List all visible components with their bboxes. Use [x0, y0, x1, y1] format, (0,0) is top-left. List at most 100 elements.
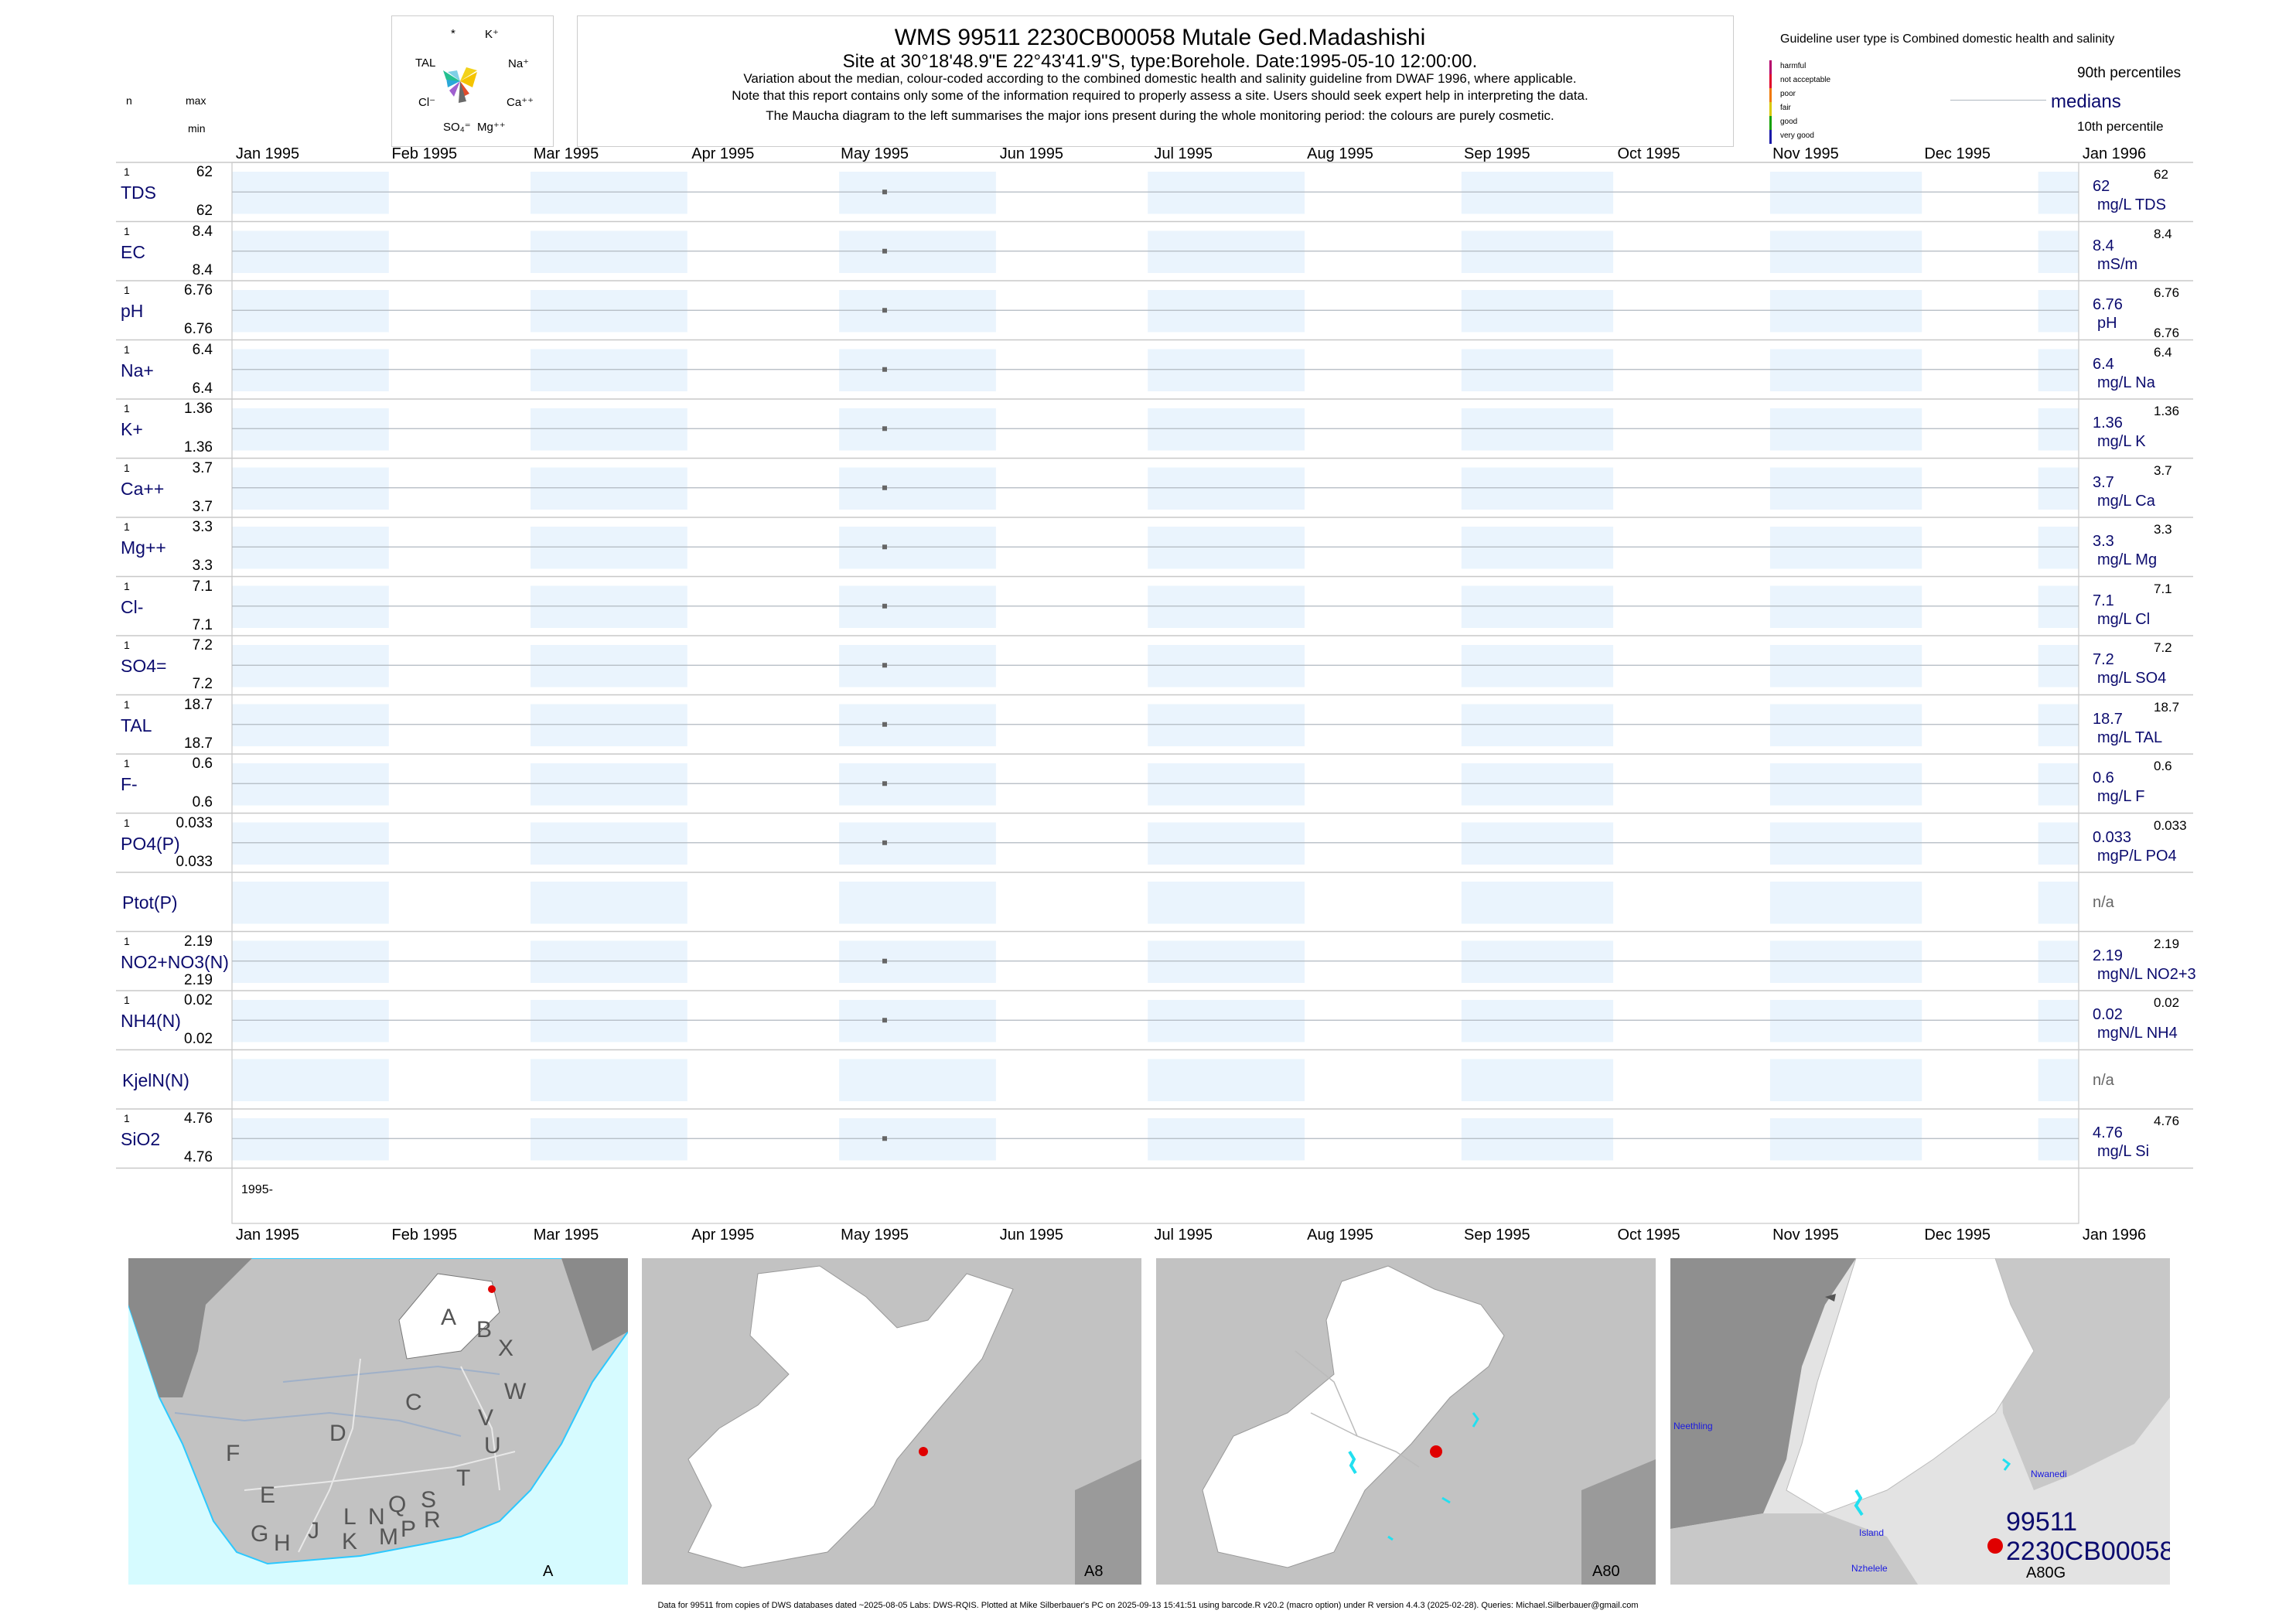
- row-min: 0.033: [176, 853, 213, 870]
- row-median: 1.36: [2093, 415, 2123, 432]
- month-band: [1769, 408, 1922, 451]
- month-band: [1769, 645, 1922, 687]
- month-band: [232, 349, 389, 391]
- month-band: [1461, 349, 1614, 391]
- month-band: [1769, 467, 1922, 510]
- row-p90: 1.36: [2154, 404, 2180, 418]
- row-min: 7.1: [192, 616, 213, 633]
- legend-medians: medians: [2051, 91, 2121, 112]
- maucha-cl: Cl⁻: [418, 96, 436, 109]
- row-unit: mgP/L PO4: [2097, 847, 2177, 865]
- region-V: V: [478, 1405, 494, 1431]
- month-band: [531, 763, 687, 806]
- month-label-top: Feb 1995: [391, 145, 458, 162]
- row-median: 6.76: [2093, 296, 2123, 313]
- row-max: 2.19: [184, 933, 213, 950]
- row-name: Mg++: [121, 537, 166, 558]
- month-label-bottom: Aug 1995: [1307, 1227, 1373, 1244]
- place-nzhelele: Nzhelele: [1851, 1563, 1888, 1574]
- row-unit: mg/L TDS: [2097, 196, 2166, 213]
- month-band: [531, 1059, 687, 1101]
- guideline-level-label: good: [1780, 118, 1798, 126]
- month-band: [531, 172, 687, 214]
- row-p90: 8.4: [2154, 226, 2172, 241]
- row-name: SO4=: [121, 656, 167, 676]
- row-max: 0.033: [176, 814, 213, 831]
- row-name: Cl-: [121, 596, 144, 617]
- place-island: Island: [1859, 1527, 1885, 1538]
- month-band: [1461, 1000, 1614, 1042]
- legend-p10: 10th percentile: [2077, 119, 2164, 134]
- month-band: [2038, 467, 2079, 510]
- region-U: U: [484, 1433, 501, 1459]
- month-band: [1461, 290, 1614, 333]
- month-label-top: May 1995: [841, 145, 909, 162]
- month-band: [1148, 467, 1305, 510]
- guideline-swatch-5: [1769, 130, 1772, 144]
- row-median: 62: [2093, 178, 2110, 195]
- row-name: Ptot(P): [122, 892, 178, 913]
- row-median: 3.3: [2093, 533, 2114, 550]
- maucha-mg: Mg⁺⁺: [477, 121, 506, 134]
- row-max: 62: [196, 164, 213, 180]
- map-label-A80: A80: [1592, 1563, 1620, 1580]
- month-band: [531, 585, 687, 628]
- month-band: [2038, 940, 2079, 983]
- month-label-top: Apr 1995: [691, 145, 755, 162]
- month-band: [531, 940, 687, 983]
- row-max: 7.2: [192, 637, 213, 653]
- row-n: 1: [124, 698, 130, 711]
- row-max: 18.7: [184, 696, 213, 713]
- month-band: [2038, 1059, 2079, 1101]
- region-J: J: [308, 1518, 319, 1544]
- month-band: [232, 704, 389, 746]
- note-1: Variation about the median, colour-coded…: [743, 71, 1577, 86]
- row-unit: mg/L Na: [2097, 374, 2155, 391]
- region-H: H: [274, 1530, 291, 1556]
- row-unit: mgN/L NH4: [2097, 1025, 2178, 1042]
- month-band: [531, 645, 687, 687]
- month-band: [1461, 882, 1614, 924]
- row-max: 3.3: [192, 519, 213, 535]
- month-band: [839, 882, 996, 924]
- row-unit: mg/L Cl: [2097, 610, 2151, 628]
- row-min: 8.4: [192, 261, 213, 278]
- month-label-bottom: Jan 1996: [2082, 1227, 2147, 1244]
- map-south-africa: A B X W C V U D T F E L N Q S R G H J K …: [128, 1258, 628, 1585]
- region-R: R: [424, 1507, 441, 1533]
- row-n: 1: [124, 461, 130, 474]
- sample-point: [882, 426, 887, 432]
- month-label-bottom: Feb 1995: [391, 1227, 458, 1244]
- month-band: [531, 527, 687, 569]
- row-name: Ca++: [121, 478, 165, 499]
- title-box: [577, 15, 1734, 147]
- month-band: [1148, 645, 1305, 687]
- month-band: [1461, 763, 1614, 806]
- month-band: [1769, 290, 1922, 333]
- sample-point: [882, 308, 887, 313]
- legend-n: n: [126, 94, 132, 107]
- sample-point: [882, 189, 887, 195]
- month-label-top: Jan 1995: [235, 145, 300, 162]
- row-n: 1: [124, 1112, 130, 1124]
- bottom-axis-year: 1995-: [241, 1183, 273, 1196]
- month-band: [2038, 527, 2079, 569]
- sample-point: [882, 1018, 887, 1023]
- month-band: [531, 882, 687, 924]
- region-M: M: [379, 1524, 398, 1550]
- month-label-top: Mar 1995: [533, 145, 599, 162]
- region-G: G: [251, 1521, 269, 1547]
- row-min: 18.7: [184, 735, 213, 752]
- row-median: 0.6: [2093, 769, 2114, 786]
- month-band: [1148, 763, 1305, 806]
- month-label-bottom: Jun 1995: [999, 1227, 1064, 1244]
- month-band: [531, 467, 687, 510]
- row-max: 4.76: [184, 1111, 213, 1127]
- guideline-swatch-0: [1769, 60, 1772, 74]
- row-n: 1: [124, 639, 130, 651]
- guideline-swatch-3: [1769, 102, 1772, 116]
- month-band: [839, 230, 996, 273]
- row-unit: mg/L F: [2097, 788, 2145, 805]
- row-min: 1.36: [184, 439, 213, 455]
- month-band: [1461, 704, 1614, 746]
